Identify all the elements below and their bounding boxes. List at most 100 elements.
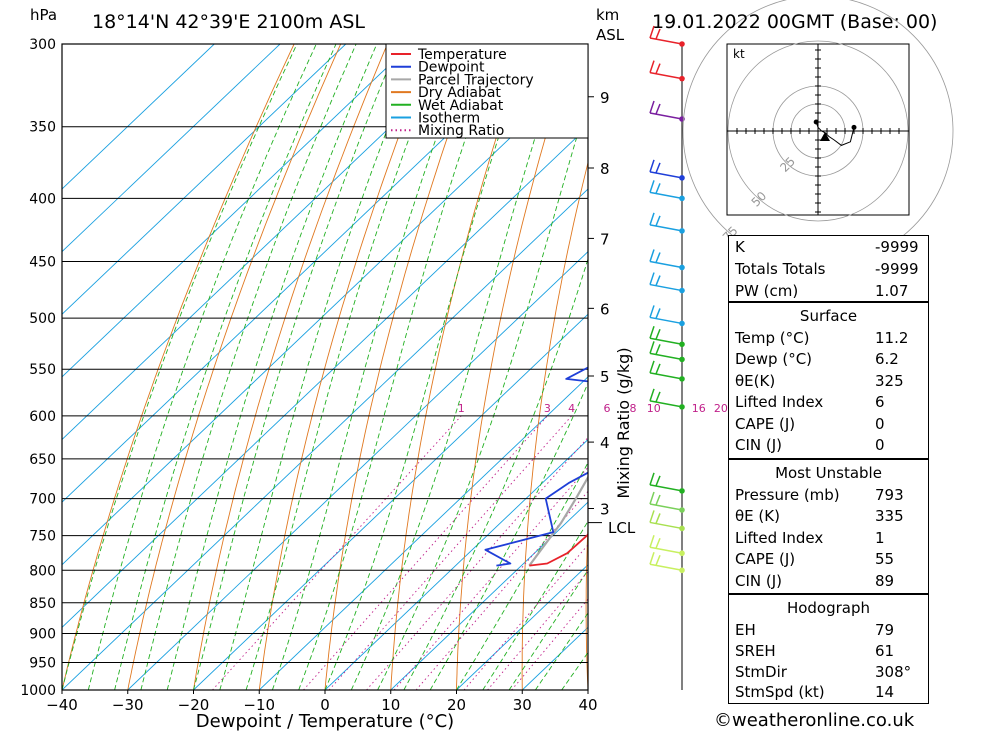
- barb-feather: [649, 305, 655, 318]
- footer-credit[interactable]: ©weatheronline.co.uk: [714, 710, 915, 731]
- y-unit-label: hPa: [30, 6, 57, 24]
- wind-barb: [649, 159, 685, 181]
- temp-tick-label: 10: [381, 696, 400, 714]
- wet-adiabat-line: [193, 44, 399, 690]
- isotherm-line: [62, 44, 544, 503]
- isotherm-line: [62, 44, 347, 315]
- pressure-tick-label: 1000: [20, 683, 56, 699]
- pressure-tick-label: 350: [29, 120, 56, 136]
- dry-adiabat-line: [521, 160, 588, 690]
- barb-feather: [649, 100, 655, 114]
- wind-barb: [649, 552, 685, 574]
- isotherm-line: [62, 44, 281, 253]
- hodograph-start-dot: [851, 124, 857, 130]
- temp-tick-label: 30: [513, 696, 532, 714]
- most-unstable-row: Pressure (mb) 793: [735, 486, 904, 504]
- barb-feather: [649, 60, 655, 73]
- legend-label: Temperature: [417, 47, 507, 63]
- hodograph-row: EH 79: [735, 621, 895, 639]
- wind-barb: [649, 249, 685, 271]
- barb-feather: [649, 534, 655, 548]
- barb-feather: [655, 328, 661, 340]
- barb-shaft: [649, 352, 683, 361]
- barb-feather: [649, 159, 655, 173]
- date-title: 19.01.2022 00GMT (Base: 00): [652, 11, 937, 33]
- most-unstable-row: Lifted Index 1: [735, 529, 885, 547]
- hodograph-row: StmDir 308°: [735, 663, 912, 681]
- wind-barb: [649, 180, 685, 202]
- barb-feather: [655, 554, 661, 566]
- surface-row: Dewp (°C) 6.2: [735, 350, 899, 368]
- barb-feather: [649, 552, 655, 565]
- barb-feather: [649, 341, 655, 354]
- barb-shaft: [649, 316, 683, 325]
- mixing-ratio-label: 6: [604, 402, 611, 415]
- pressure-tick-label: 950: [29, 655, 56, 671]
- pressure-tick-label: 500: [29, 311, 56, 327]
- wind-barb: [649, 472, 685, 494]
- dry-adiabat-line: [984, 44, 1000, 690]
- wet-adiabat-line: [429, 382, 588, 690]
- km-tick-label: 6: [600, 300, 610, 318]
- surface-row: Temp (°C) 11.2: [735, 329, 909, 347]
- wet-adiabat-line: [114, 44, 337, 690]
- legend-box: [385, 43, 589, 139]
- barb-shaft: [649, 563, 683, 572]
- isotherm-line: [456, 564, 588, 690]
- wind-barb: [649, 341, 685, 363]
- barb-feather: [655, 494, 661, 506]
- mixing-ratio-line: [487, 570, 588, 690]
- barb-feather: [655, 162, 661, 174]
- index-value: 1.07: [875, 282, 909, 300]
- barb-feather: [649, 326, 655, 339]
- barb-feather: [649, 272, 655, 285]
- temp-tick-label: 20: [447, 696, 466, 714]
- wet-adiabat-line: [62, 44, 298, 690]
- pressure-tick-label: 750: [29, 529, 56, 545]
- wet-adiabat-line: [219, 44, 422, 690]
- barb-feather: [655, 513, 661, 524]
- barb-feather: [649, 491, 655, 505]
- isotherm-line: [62, 44, 412, 378]
- mixing-ratio-line: [212, 415, 462, 690]
- legend-label: Isotherm: [418, 111, 480, 127]
- most-unstable-row: θE (K) 335: [735, 507, 904, 525]
- axes: 1346810162025300350400450500550600650700…: [20, 37, 750, 714]
- pressure-tick-label: 800: [29, 563, 56, 579]
- km-tick-label: 3: [600, 500, 610, 518]
- series-line-dewpoint: [484, 366, 588, 567]
- wet-adiabat-line: [166, 44, 378, 690]
- pressure-tick-label: 550: [29, 362, 56, 378]
- wind-barb: [649, 534, 685, 557]
- barb-feather: [649, 180, 655, 193]
- barb-feather: [655, 475, 661, 487]
- dry-adiabat-line: [585, 517, 588, 690]
- wind-barb: [649, 326, 685, 348]
- dry-adiabat-line: [193, 44, 388, 690]
- index-row-pw: PW (cm) 1.07: [729, 280, 928, 301]
- barb-shaft: [649, 521, 683, 530]
- barb-shaft: [649, 37, 683, 45]
- km-tick-label: 5: [600, 368, 610, 386]
- mixing-ratio-label: 16: [692, 402, 706, 415]
- wet-adiabat-line: [140, 44, 357, 690]
- temp-tick-label: −20: [178, 696, 210, 714]
- legend-label: Dewpoint: [418, 60, 485, 76]
- sounding-series: [484, 366, 588, 567]
- surface-panel: Surface Temp (°C) 11.2 Dewp (°C) 6.2 θE(K)…: [728, 302, 929, 459]
- series-line-temperature: [529, 533, 588, 567]
- wind-barb: [649, 272, 685, 294]
- wind-barb: [649, 25, 685, 47]
- barb-shaft: [649, 171, 683, 179]
- pressure-tick-label: 850: [29, 596, 56, 612]
- hodograph-row: SREH 61: [735, 642, 895, 660]
- hodograph-title: Hodograph: [786, 599, 871, 617]
- barb-feather: [655, 391, 661, 403]
- barb-shaft: [649, 337, 683, 346]
- dry-adiabat-line: [127, 44, 342, 690]
- pressure-tick-label: 400: [29, 191, 56, 207]
- barb-shaft: [649, 372, 683, 380]
- barb-feather: [649, 212, 655, 226]
- temp-tick-label: 40: [578, 696, 597, 714]
